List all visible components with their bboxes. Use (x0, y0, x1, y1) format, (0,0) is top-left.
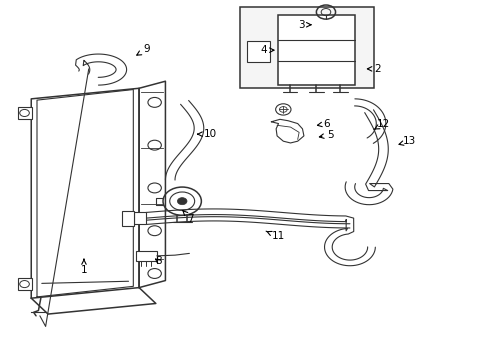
Text: 8: 8 (155, 256, 161, 266)
Text: 6: 6 (317, 118, 329, 129)
Text: 4: 4 (260, 45, 273, 55)
Bar (246, 41, 269, 62)
Bar (122, 211, 134, 226)
Text: 2: 2 (366, 64, 380, 74)
Text: 10: 10 (197, 129, 216, 139)
Text: 5: 5 (319, 130, 333, 140)
Bar (134, 212, 146, 224)
Bar (18, 107, 32, 119)
Circle shape (177, 198, 186, 205)
Bar (239, 7, 373, 88)
Bar (278, 15, 354, 85)
Text: 11: 11 (265, 231, 284, 242)
Text: 13: 13 (398, 136, 416, 146)
Bar (136, 251, 157, 261)
Text: 12: 12 (373, 119, 389, 130)
Text: 1: 1 (81, 259, 87, 275)
Text: 9: 9 (137, 45, 149, 55)
Text: 7: 7 (183, 211, 194, 224)
Bar (18, 278, 32, 291)
Text: 3: 3 (297, 20, 310, 30)
